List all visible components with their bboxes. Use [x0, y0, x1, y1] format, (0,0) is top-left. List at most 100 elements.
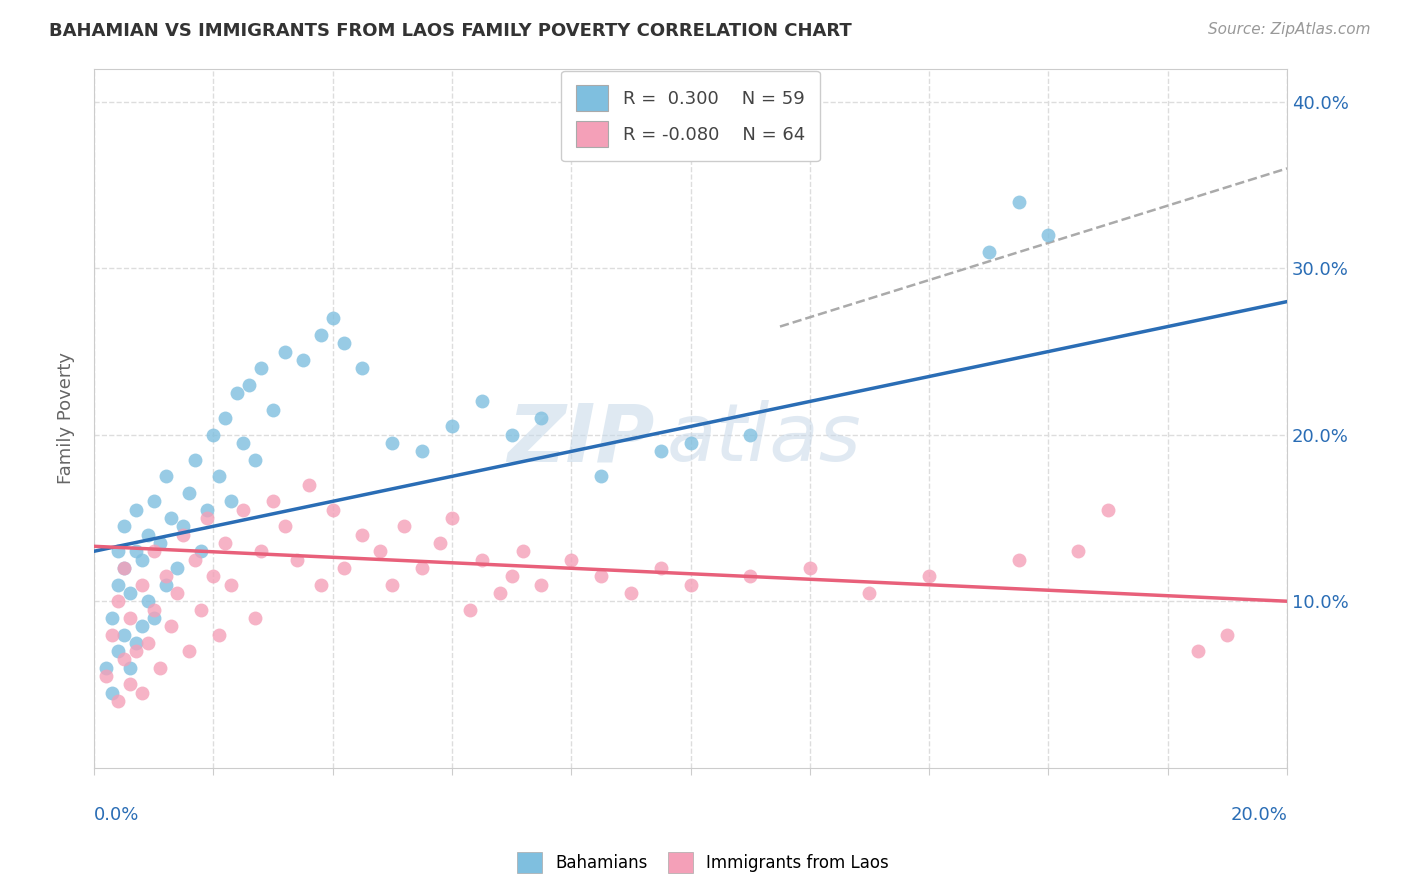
Point — [142, 494, 165, 508]
Point — [1007, 552, 1029, 566]
Point — [1187, 644, 1209, 658]
Point — [411, 444, 433, 458]
Point — [291, 352, 314, 367]
Point — [142, 602, 165, 616]
Point — [918, 569, 941, 583]
Point — [471, 394, 494, 409]
Point — [352, 527, 374, 541]
Point — [740, 427, 762, 442]
Text: atlas: atlas — [666, 401, 862, 478]
Point — [112, 627, 135, 641]
Point — [1007, 194, 1029, 209]
Point — [381, 436, 404, 450]
Point — [440, 511, 463, 525]
Point — [250, 361, 273, 376]
Point — [977, 244, 1000, 259]
Point — [148, 661, 170, 675]
Point — [650, 444, 672, 458]
Point — [238, 377, 260, 392]
Point — [440, 419, 463, 434]
Point — [107, 594, 129, 608]
Point — [148, 536, 170, 550]
Point — [155, 569, 177, 583]
Point — [195, 511, 218, 525]
Point — [107, 644, 129, 658]
Point — [195, 502, 218, 516]
Point — [190, 602, 212, 616]
Text: 0.0%: 0.0% — [94, 806, 139, 824]
Point — [333, 336, 356, 351]
Point — [107, 544, 129, 558]
Point — [131, 552, 153, 566]
Point — [172, 519, 194, 533]
Point — [381, 577, 404, 591]
Point — [560, 552, 582, 566]
Point — [262, 402, 284, 417]
Point — [125, 644, 148, 658]
Point — [309, 327, 332, 342]
Point — [160, 619, 183, 633]
Point — [1097, 502, 1119, 516]
Point — [155, 577, 177, 591]
Point — [226, 386, 249, 401]
Point — [274, 519, 297, 533]
Point — [243, 452, 266, 467]
Point — [333, 561, 356, 575]
Point — [858, 586, 880, 600]
Point — [94, 661, 117, 675]
Text: BAHAMIAN VS IMMIGRANTS FROM LAOS FAMILY POVERTY CORRELATION CHART: BAHAMIAN VS IMMIGRANTS FROM LAOS FAMILY … — [49, 22, 852, 40]
Point — [1216, 627, 1239, 641]
Point — [589, 569, 612, 583]
Point — [202, 569, 225, 583]
Point — [101, 627, 124, 641]
Point — [458, 602, 481, 616]
Point — [118, 677, 141, 691]
Point — [118, 661, 141, 675]
Point — [125, 636, 148, 650]
Point — [118, 586, 141, 600]
Point — [125, 544, 148, 558]
Point — [179, 486, 201, 500]
Text: ZIP: ZIP — [508, 401, 655, 478]
Point — [411, 561, 433, 575]
Point — [232, 502, 254, 516]
Point — [250, 544, 273, 558]
Point — [368, 544, 391, 558]
Point — [125, 502, 148, 516]
Point — [160, 511, 183, 525]
Point — [530, 577, 553, 591]
Point — [112, 561, 135, 575]
Point — [740, 569, 762, 583]
Point — [136, 527, 159, 541]
Point — [184, 452, 207, 467]
Point — [799, 561, 821, 575]
Point — [232, 436, 254, 450]
Point — [112, 561, 135, 575]
Point — [243, 611, 266, 625]
Point — [131, 686, 153, 700]
Point — [219, 494, 242, 508]
Point — [131, 577, 153, 591]
Point — [488, 586, 510, 600]
Point — [94, 669, 117, 683]
Point — [298, 477, 321, 491]
Point — [190, 544, 212, 558]
Point — [589, 469, 612, 483]
Point — [471, 552, 494, 566]
Text: Source: ZipAtlas.com: Source: ZipAtlas.com — [1208, 22, 1371, 37]
Point — [392, 519, 415, 533]
Point — [118, 611, 141, 625]
Point — [322, 311, 344, 326]
Point — [112, 652, 135, 666]
Point — [501, 569, 523, 583]
Point — [429, 536, 451, 550]
Point — [101, 611, 124, 625]
Point — [131, 619, 153, 633]
Y-axis label: Family Poverty: Family Poverty — [58, 352, 75, 484]
Point — [184, 552, 207, 566]
Point — [219, 577, 242, 591]
Point — [620, 586, 643, 600]
Point — [1038, 227, 1060, 242]
Point — [352, 361, 374, 376]
Point — [112, 519, 135, 533]
